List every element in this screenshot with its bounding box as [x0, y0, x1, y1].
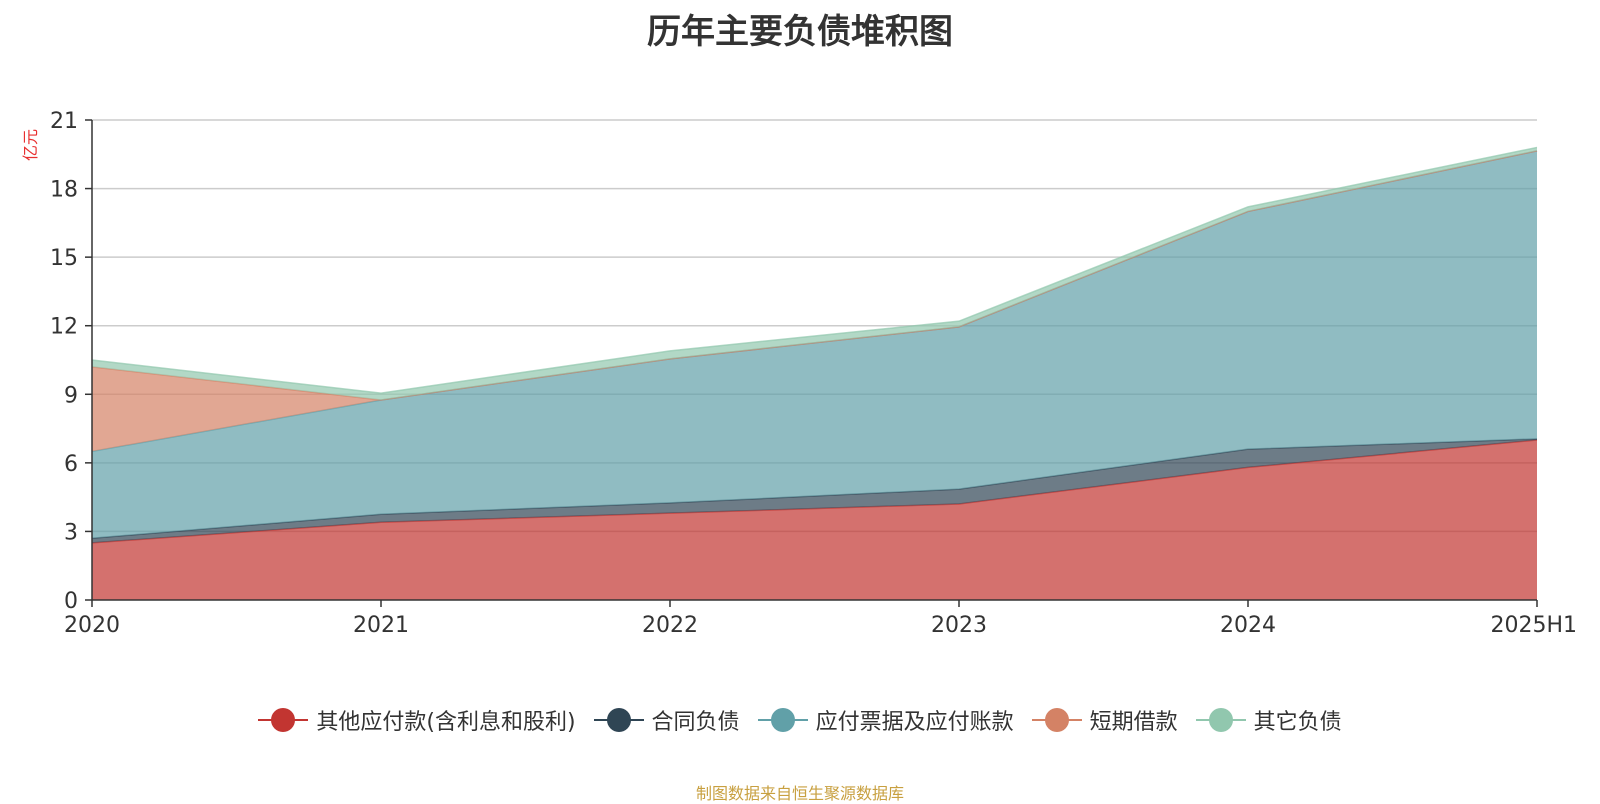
legend: 其他应付款(含利息和股利) 合同负债 应付票据及应付账款 短期借款 其它负债	[0, 704, 1600, 736]
x-tick-label: 2025H1	[1490, 613, 1577, 638]
y-tick-label: 3	[64, 520, 78, 545]
x-tick-label: 2022	[642, 613, 698, 638]
legend-marker	[757, 707, 808, 733]
area-series-1	[92, 440, 1537, 600]
y-tick-label: 9	[64, 383, 78, 408]
x-tick-label: 2024	[1220, 613, 1276, 638]
area-series-2	[92, 438, 1537, 543]
legend-marker	[593, 707, 644, 733]
legend-label: 合同负债	[651, 710, 740, 735]
y-tick-label: 21	[50, 109, 78, 134]
legend-item-2[interactable]: 合同负债	[593, 704, 740, 736]
y-tick-label: 15	[50, 246, 78, 271]
x-tick-label: 2021	[353, 613, 409, 638]
legend-marker	[1031, 707, 1082, 733]
y-tick-label: 12	[50, 315, 78, 340]
legend-item-4[interactable]: 短期借款	[1031, 704, 1178, 736]
legend-label: 其他应付款(含利息和股利)	[316, 710, 576, 735]
chart-title: 历年主要负债堆积图	[647, 12, 953, 52]
area-series-4	[92, 150, 1537, 452]
y-tick-label: 6	[64, 452, 78, 477]
legend-item-3[interactable]: 应付票据及应付账款	[757, 704, 1014, 736]
legend-item-1[interactable]: 其他应付款(含利息和股利)	[258, 704, 576, 736]
area-line-series-5	[91, 146, 1538, 394]
legend-marker	[258, 707, 309, 733]
legend-label: 应付票据及应付账款	[815, 710, 1014, 735]
legend-label: 短期借款	[1089, 710, 1178, 735]
y-tick-label: 18	[50, 178, 78, 203]
legend-label: 其它负债	[1253, 710, 1342, 735]
area-line-series-1	[91, 439, 1538, 544]
y-tick-label: 0	[64, 589, 78, 614]
area-series-3	[92, 150, 1537, 539]
x-tick-label: 2023	[931, 613, 987, 638]
y-axis-unit-label: 亿元	[21, 129, 40, 161]
source-note: 制图数据来自恒生聚源数据库	[695, 784, 904, 803]
legend-item-5[interactable]: 其它负债	[1195, 704, 1342, 736]
legend-marker	[1195, 707, 1246, 733]
x-tick-label: 2020	[64, 613, 120, 638]
